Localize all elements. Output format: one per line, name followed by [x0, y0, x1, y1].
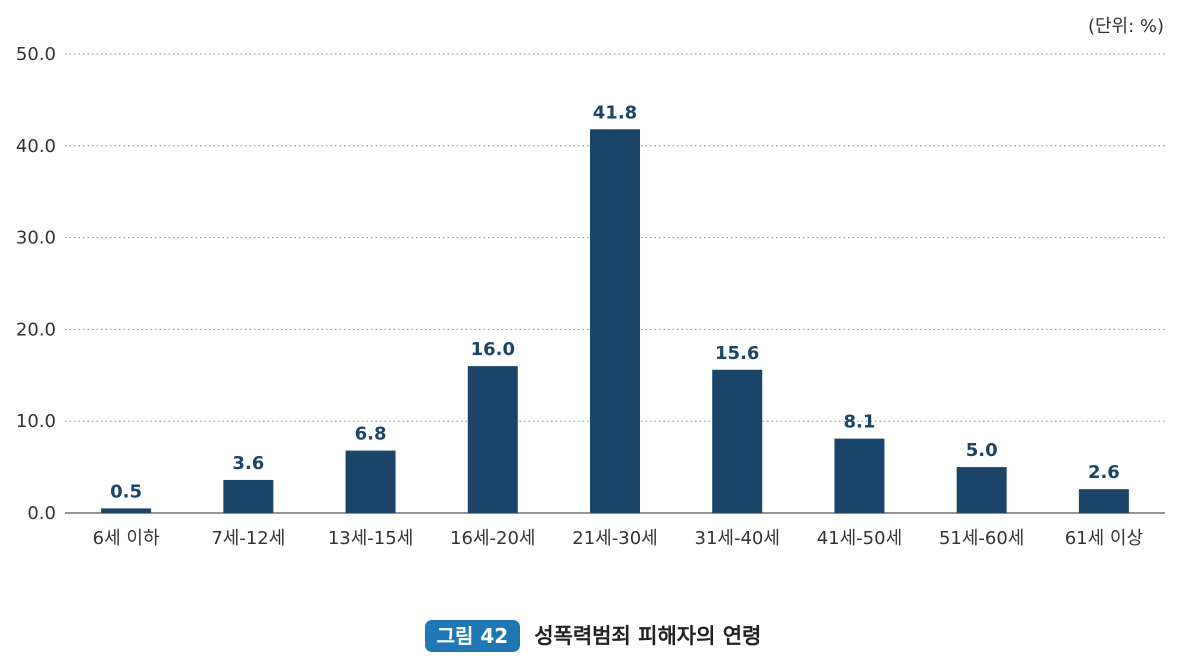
x-category-label: 6세 이하	[93, 528, 160, 549]
bar	[834, 438, 885, 513]
y-tick-label: 30.0	[16, 228, 56, 249]
x-category-label: 31세-40세	[695, 528, 780, 549]
bar-value-label: 41.8	[593, 102, 637, 123]
y-tick-label: 50.0	[16, 44, 56, 65]
bar	[956, 467, 1007, 513]
bar-value-label: 0.5	[110, 481, 142, 502]
y-tick-label: 40.0	[16, 136, 56, 157]
bar	[101, 508, 152, 513]
x-category-label: 7세-12세	[211, 528, 285, 549]
x-category-label: 51세-60세	[939, 528, 1024, 549]
bar	[223, 479, 274, 513]
label-layer: 0.0 10.0 20.0 30.0 40.0 50.0 0.5 6세 이하 3.6 7세-12세…	[16, 44, 1143, 549]
x-category-label: 21세-30세	[572, 528, 657, 549]
bar	[345, 450, 396, 513]
figure-number-badge: 그림 42	[424, 620, 521, 652]
x-category-label: 16세-20세	[450, 528, 535, 549]
bar	[1078, 489, 1129, 513]
x-category-label: 61세 이상	[1065, 528, 1143, 549]
bar-value-label: 15.6	[715, 343, 759, 364]
y-tick-label: 20.0	[16, 319, 56, 340]
unit-label: (단위: %)	[1087, 16, 1164, 37]
bar-value-label: 6.8	[355, 424, 387, 445]
x-category-label: 13세-15세	[328, 528, 413, 549]
y-tick-label: 10.0	[16, 411, 56, 432]
bar-value-label: 5.0	[966, 440, 998, 461]
bar	[712, 369, 763, 513]
figure-title: 성폭력범죄 피해자의 연령	[534, 624, 762, 648]
bar-layer	[101, 129, 1129, 513]
bar	[467, 366, 518, 513]
bar	[590, 129, 640, 513]
bar-value-label: 2.6	[1088, 462, 1120, 483]
x-category-label: 41세-50세	[817, 528, 902, 549]
figure-caption: 그림 42 성폭력범죄 피해자의 연령	[0, 620, 1186, 652]
y-tick-label: 0.0	[27, 503, 56, 524]
bar-value-label: 16.0	[471, 339, 515, 360]
bar-value-label: 3.6	[232, 453, 264, 474]
bar-value-label: 8.1	[843, 412, 875, 433]
